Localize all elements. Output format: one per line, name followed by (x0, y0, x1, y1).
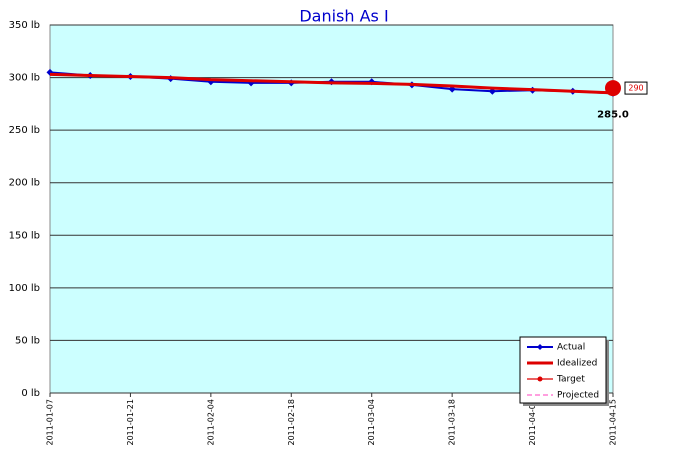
x-tick-label: 2011-03-04 (367, 399, 376, 446)
y-tick-label: 150 lb (9, 230, 40, 241)
legend-label: Idealized (557, 359, 597, 369)
x-tick-label: 2011-04-15 (609, 399, 618, 446)
legend-marker (537, 344, 543, 350)
y-tick-label: 250 lb (9, 125, 40, 136)
y-tick-label: 100 lb (9, 283, 40, 294)
target-point (605, 80, 621, 97)
x-tick-label: 2011-03-18 (448, 399, 457, 446)
x-tick-label: 2011-04-01 (528, 399, 537, 446)
y-tick-label: 0 lb (21, 388, 40, 399)
x-tick-label: 2011-01-07 (46, 399, 55, 446)
y-tick-label: 200 lb (9, 178, 40, 189)
legend-marker (537, 376, 543, 382)
chart-title: Danish As I (299, 7, 388, 26)
plot-area (49, 24, 614, 394)
y-tick-label: 350 lb (9, 20, 40, 31)
y-tick-label: 50 lb (15, 335, 40, 346)
legend-label: Projected (557, 391, 599, 401)
target-box (624, 81, 648, 95)
legend-label: Target (556, 375, 585, 385)
x-tick-label: 2011-02-18 (287, 399, 296, 446)
x-tick-label: 2011-02-04 (206, 399, 215, 446)
legend-label: Actual (557, 343, 585, 353)
data-label: 285.0 (597, 109, 629, 120)
y-tick-label: 300 lb (9, 73, 40, 84)
x-tick-label: 2011-01-21 (126, 399, 135, 446)
target-label: 290 (628, 84, 643, 93)
series-line (49, 72, 614, 95)
